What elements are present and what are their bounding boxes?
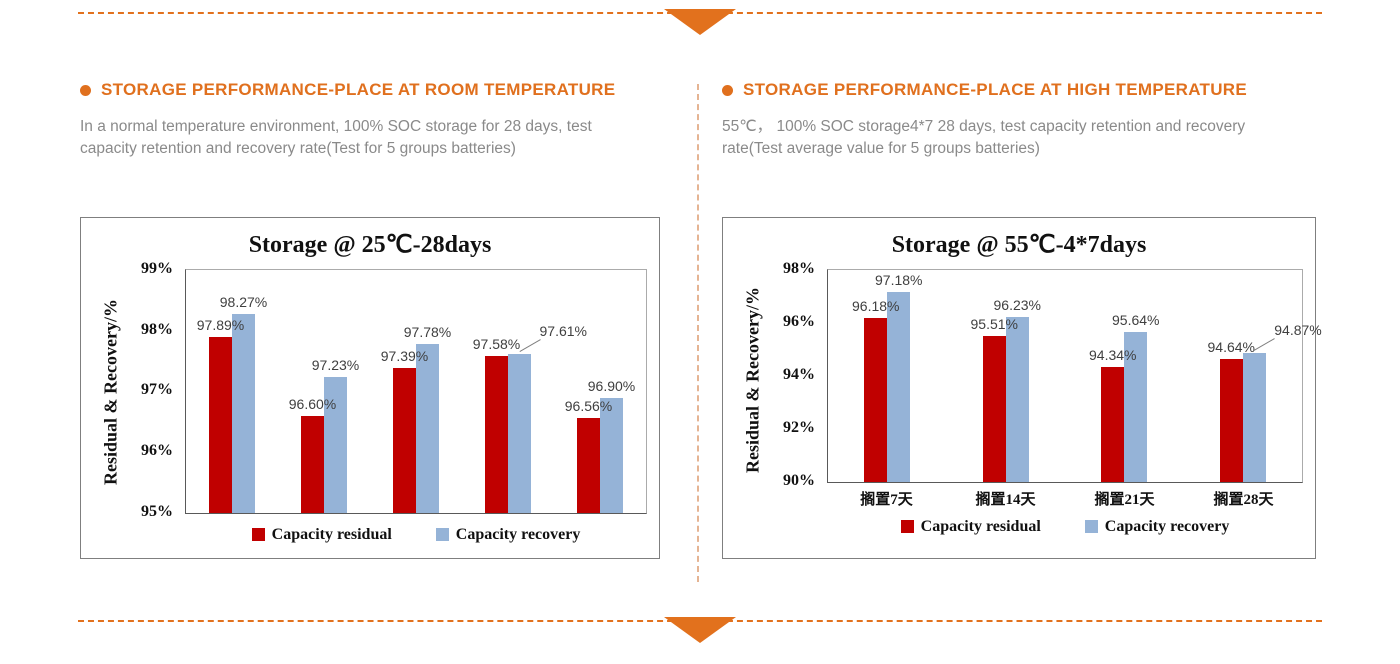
- legend-label-residual: Capacity residual: [271, 525, 392, 543]
- residual-value-label: 97.58%: [472, 336, 521, 353]
- section-description: In a normal temperature environment, 100…: [80, 118, 592, 158]
- recovery-value-label: 97.23%: [311, 357, 360, 374]
- residual-value-label: 96.60%: [288, 395, 337, 412]
- recovery-value-label: 97.18%: [875, 271, 923, 288]
- y-tick-label: 95%: [141, 502, 173, 520]
- residual-value-label: 96.18%: [852, 298, 900, 315]
- residual-bar: [209, 337, 232, 513]
- legend-swatch-residual: [251, 528, 265, 542]
- section-header-high: STORAGE PERFORMANCE-PLACE AT HIGH TEMPER…: [722, 80, 1316, 100]
- x-axis-labels: 搁置7天 搁置14天 搁置21天 搁置28天: [827, 488, 1303, 512]
- recovery-value-label: 96.23%: [993, 296, 1041, 313]
- y-tick-label: 97%: [141, 381, 173, 399]
- residual-value-label: 97.39%: [380, 347, 429, 364]
- legend-item-residual: Capacity residual: [251, 525, 392, 544]
- chevron-down-icon: [664, 617, 736, 643]
- recovery-value-label: 97.61%: [539, 323, 587, 340]
- recovery-bar: [1242, 352, 1266, 482]
- y-tick-label: 94%: [783, 365, 815, 383]
- y-tick-label: 96%: [783, 312, 815, 330]
- legend-swatch-residual: [900, 520, 914, 534]
- residual-value-label: 94.34%: [1089, 346, 1137, 363]
- section-header-room: STORAGE PERFORMANCE-PLACE AT ROOM TEMPER…: [80, 80, 660, 100]
- legend-item-recovery: Capacity recovery: [1084, 517, 1230, 536]
- chart-high-temperature: Storage @ 55℃-4*7days Residual & Recover…: [722, 216, 1322, 559]
- residual-bar: [301, 415, 324, 513]
- chart-legend: Capacity residual Capacity recovery: [185, 526, 647, 544]
- x-category-label: 搁置21天: [1094, 491, 1155, 508]
- vertical-divider: [697, 84, 699, 582]
- label-leader-line: [1253, 338, 1276, 351]
- legend-label-residual: Capacity residual: [920, 517, 1041, 535]
- plot-wrap: 99% 98% 97% 96% 95% 97.89% 98.27% 96.60% 97.23%…: [141, 260, 647, 520]
- legend-label-recovery: Capacity recovery: [455, 525, 581, 543]
- recovery-value-label: 97.78%: [403, 324, 452, 341]
- x-category-label: 搁置28天: [1213, 491, 1274, 508]
- section-title: STORAGE PERFORMANCE-PLACE AT ROOM TEMPER…: [101, 80, 616, 99]
- residual-bar: [577, 418, 600, 513]
- x-category-label: 搁置7天: [860, 491, 913, 508]
- recovery-value-label: 95.64%: [1112, 312, 1160, 329]
- plot-area: 96.18% 97.18% 95.51% 96.23% 94.34% 95.64% 94.6…: [827, 268, 1322, 483]
- legend-item-residual: Capacity residual: [900, 517, 1041, 536]
- y-tick-label: 92%: [783, 418, 815, 436]
- residual-value-label: 97.89%: [196, 317, 245, 334]
- y-axis-ticks: 99% 98% 97% 96% 95%: [131, 260, 179, 520]
- recovery-bar: [416, 344, 439, 513]
- chart-main: 98% 96% 94% 92% 90% 96.18% 97.18% 95.51% 96.23%…: [771, 260, 1322, 536]
- label-leader-line: [519, 339, 541, 353]
- section-room-temperature: STORAGE PERFORMANCE-PLACE AT ROOM TEMPER…: [80, 80, 660, 559]
- recovery-value-label: 96.90%: [587, 377, 636, 394]
- recovery-bar: [232, 314, 255, 513]
- y-axis-ticks: 98% 96% 94% 92% 90%: [773, 260, 821, 489]
- residual-bar: [485, 356, 508, 513]
- recovery-bar: [1005, 316, 1029, 482]
- y-tick-label: 96%: [141, 442, 173, 460]
- residual-bar: [393, 367, 416, 513]
- section-high-temperature: STORAGE PERFORMANCE-PLACE AT HIGH TEMPER…: [722, 80, 1322, 559]
- residual-bar: [1219, 358, 1243, 482]
- recovery-bar: [1124, 332, 1148, 482]
- recovery-bar: [887, 291, 911, 482]
- residual-bar: [1101, 366, 1125, 482]
- section-title: STORAGE PERFORMANCE-PLACE AT HIGH TEMPER…: [743, 80, 1247, 99]
- legend-label-recovery: Capacity recovery: [1104, 517, 1230, 535]
- y-tick-label: 90%: [783, 471, 815, 489]
- recovery-value-label: 94.87%: [1274, 321, 1322, 338]
- chart-body: Residual & Recovery/% 98% 96% 94% 92% 90% 96…: [735, 260, 1322, 536]
- plot-wrap: 98% 96% 94% 92% 90% 96.18% 97.18% 95.51% 96.23%…: [783, 260, 1322, 489]
- recovery-bar: [508, 354, 531, 513]
- section-description: 55℃， 100% SOC storage4*7 28 days, test c…: [722, 118, 1246, 158]
- recovery-value-label: 98.27%: [219, 294, 268, 311]
- legend-swatch-recovery: [435, 528, 449, 542]
- legend-swatch-recovery: [1084, 520, 1098, 534]
- recovery-bar: [600, 397, 623, 513]
- residual-value-label: 95.51%: [970, 315, 1018, 332]
- chart-main: 99% 98% 97% 96% 95% 97.89% 98.27% 96.60% 97.23%…: [129, 260, 647, 544]
- chart-body: Residual & Recovery/% 99% 98% 97% 96% 95% 97…: [93, 260, 647, 544]
- bullet-icon: [722, 84, 733, 96]
- residual-bar: [982, 335, 1006, 482]
- residual-value-label: 94.64%: [1207, 338, 1255, 355]
- recovery-bar: [324, 377, 347, 513]
- y-tick-label: 98%: [783, 259, 815, 277]
- residual-bar: [864, 318, 888, 482]
- chart-legend: Capacity residual Capacity recovery: [827, 518, 1303, 536]
- chart-title: Storage @ 25℃-28days: [248, 231, 492, 258]
- legend-item-recovery: Capacity recovery: [435, 525, 581, 544]
- y-tick-label: 98%: [141, 320, 173, 338]
- plot-area: 97.89% 98.27% 96.60% 97.23% 97.39% 97.78% 97.5…: [185, 268, 647, 514]
- chart-title: Storage @ 55℃-4*7days: [891, 231, 1147, 258]
- bullet-icon: [80, 84, 91, 96]
- residual-value-label: 96.56%: [564, 398, 613, 415]
- x-category-label: 搁置14天: [975, 491, 1036, 508]
- y-tick-label: 99%: [141, 259, 173, 277]
- chart-room-temperature: Storage @ 25℃-28days Residual & Recovery…: [80, 216, 660, 559]
- chevron-down-icon: [664, 9, 736, 35]
- y-axis-title: Residual & Recovery/%: [742, 286, 763, 473]
- y-axis-title: Residual & Recovery/%: [100, 299, 121, 486]
- bottom-divider: [78, 616, 1322, 650]
- top-divider: [78, 8, 1322, 42]
